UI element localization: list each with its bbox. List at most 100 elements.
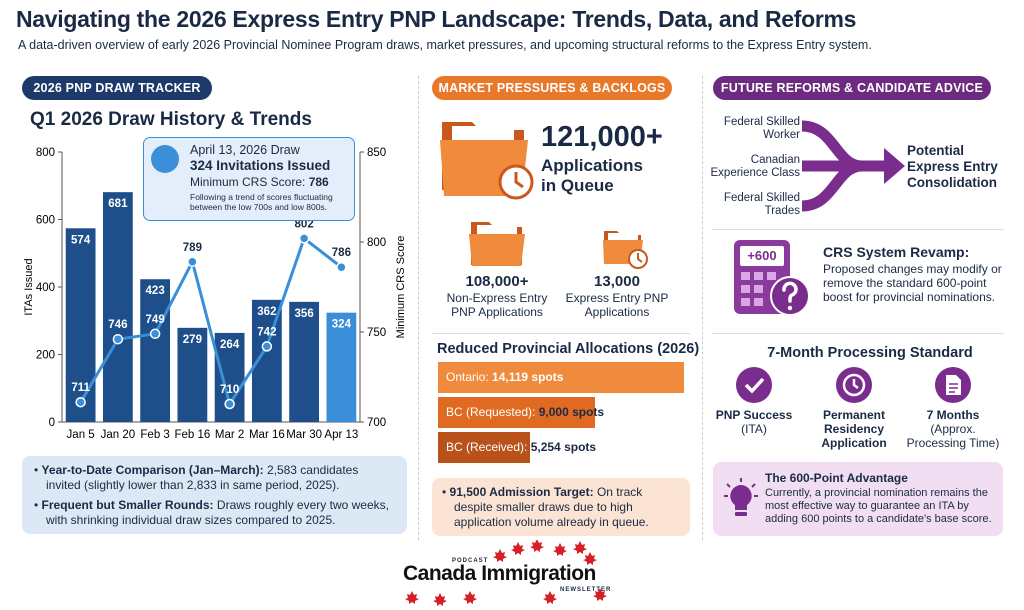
chart-title: Q1 2026 Draw History & Trends — [30, 109, 312, 130]
y2-axis-label: Minimum CRS Score — [395, 236, 407, 339]
allocation-chart: Ontario: 14,119 spots BC (Requested): 9,0… — [438, 362, 684, 467]
footer-kicker: PODCAST — [452, 558, 489, 564]
bulb-icon — [724, 478, 758, 516]
folder-icon — [469, 222, 525, 266]
divider — [712, 229, 1004, 230]
stat-text: Express Entry PNP Applications — [565, 291, 669, 319]
bar — [140, 279, 171, 422]
draw-chart: 0 200 400 600 800 700 750 800 850 ITAs Issued Mini… — [23, 147, 407, 441]
x-tick-label: Jan 5 — [67, 429, 95, 441]
x-tick-label: Jan 20 — [101, 429, 136, 441]
allocation-row: Ontario: 14,119 spots — [438, 362, 684, 393]
stream-label: Federal Skilled Worker — [723, 116, 800, 141]
x-tick-label: Mar 2 — [215, 429, 244, 441]
line-point — [112, 333, 124, 345]
chart-title: Reduced Provincial Allocations (2026) — [437, 341, 700, 357]
advantage-title: The 600-Point Advantage — [765, 471, 908, 485]
point-label: 749 — [146, 314, 165, 326]
bar — [438, 362, 684, 393]
bar-label: 574 — [71, 234, 91, 246]
note-item: • Frequent but Smaller Rounds: Draws rou… — [34, 498, 389, 527]
callout-score: Minimum CRS Score: 786 — [190, 175, 329, 189]
processing-title: 7-Month Processing Standard — [767, 345, 973, 361]
line-point — [298, 233, 310, 244]
stat-value: 13,000 — [594, 273, 640, 290]
callout: April 13, 2026 Draw 324 Invitations Issu… — [143, 137, 355, 221]
bar-label: Ontario: 14,119 spots — [446, 362, 563, 393]
y-axis-label: ITAs Issued — [23, 258, 35, 315]
line-point — [336, 261, 347, 273]
y-tick-label: 800 — [36, 147, 55, 159]
x-tick-label: Mar 16 — [249, 429, 285, 441]
bar-label: 681 — [108, 198, 128, 210]
point-label: 710 — [220, 384, 239, 396]
note-lead: 91,500 Admission Target: — [449, 485, 594, 499]
callout-score-value: 786 — [308, 175, 329, 189]
stream-label: Canadian Experience Class — [710, 154, 800, 179]
bar-label: 356 — [295, 308, 314, 320]
revamp-title: CRS System Revamp: — [823, 244, 970, 260]
point-label: 802 — [295, 218, 314, 230]
line-point — [187, 256, 198, 268]
stat-text: Non-Express Entry PNP Applications — [446, 291, 548, 319]
outcome-label: Potential Express Entry Consolidation — [907, 143, 998, 190]
footer-brand: Canada Immigration — [403, 562, 596, 585]
x-tick-label: Mar 30 — [286, 429, 322, 441]
x-tick-label: Feb 16 — [174, 429, 210, 441]
calculator-icon: +600 — [734, 240, 810, 316]
callout-date: April 13, 2026 Draw — [190, 143, 300, 157]
process-icons — [736, 367, 971, 403]
footer-tagline: NEWSLETTER — [560, 587, 612, 593]
y2-tick-label: 750 — [367, 327, 386, 339]
page-subtitle: A data-driven overview of early 2026 Pro… — [18, 38, 872, 52]
folder-icon — [603, 231, 648, 269]
notes-box: • Year-to-Date Comparison (Jan–March): 2… — [22, 456, 407, 534]
bar — [65, 228, 96, 422]
x-tick-label: Apr 13 — [324, 429, 358, 441]
page-title: Navigating the 2026 Express Entry PNP La… — [16, 6, 857, 32]
note-box: • 91,500 Admission Target: On track desp… — [432, 478, 690, 536]
headline-value: 121,000+ — [541, 121, 663, 153]
callout-note: Following a trend of scores fluctuating … — [190, 192, 333, 212]
allocation-row: BC (Received): 5,254 spots — [438, 432, 684, 463]
value-label: 9,000 spots — [538, 405, 605, 419]
line-point — [149, 328, 161, 340]
y2-tick-label: 700 — [367, 417, 386, 429]
merge-arrow — [802, 120, 905, 212]
point-label: 789 — [183, 242, 202, 254]
bar-label: 264 — [220, 339, 240, 351]
step-label: 7 Months — [926, 408, 980, 422]
bar-label: 324 — [332, 319, 352, 331]
line — [79, 235, 343, 408]
value-label: 5,254 spots — [530, 440, 597, 454]
divider — [702, 76, 703, 540]
step-sub: (ITA) — [741, 422, 767, 436]
point-label: 711 — [71, 382, 90, 394]
y2-tick-label: 850 — [367, 147, 386, 159]
bar — [289, 301, 320, 422]
process-step: PNP Success (ITA) — [704, 408, 804, 436]
category-label: BC (Requested): — [446, 405, 536, 419]
process-step: Permanent Residency Application — [821, 408, 887, 450]
point-label: 786 — [332, 247, 351, 259]
category-label: BC (Received): — [446, 440, 528, 454]
step-sub: (Approx. Processing Time) — [906, 422, 1000, 450]
stat-value: 108,000+ — [465, 273, 529, 290]
value-label: 14,119 spots — [492, 370, 564, 384]
bar — [177, 327, 208, 422]
y-tick-label: 200 — [36, 350, 55, 362]
callout-headline: 324 Invitations Issued — [190, 158, 331, 173]
divider — [418, 76, 419, 540]
note-lead: Frequent but Smaller Rounds: — [41, 498, 214, 512]
note-item: • 91,500 Admission Target: On track desp… — [442, 485, 649, 529]
step-label: PNP Success — [715, 408, 793, 422]
section-pill: FUTURE REFORMS & CANDIDATE ADVICE — [713, 76, 991, 100]
callout-icon — [151, 145, 179, 173]
section-pill: MARKET PRESSURES & BACKLOGS — [432, 76, 672, 100]
headline-text: Applications in Queue — [541, 156, 644, 195]
bar — [102, 192, 133, 422]
revamp-text: Proposed changes may modify or remove th… — [823, 262, 1002, 304]
y-tick-label: 600 — [36, 215, 55, 227]
divider — [432, 333, 690, 334]
